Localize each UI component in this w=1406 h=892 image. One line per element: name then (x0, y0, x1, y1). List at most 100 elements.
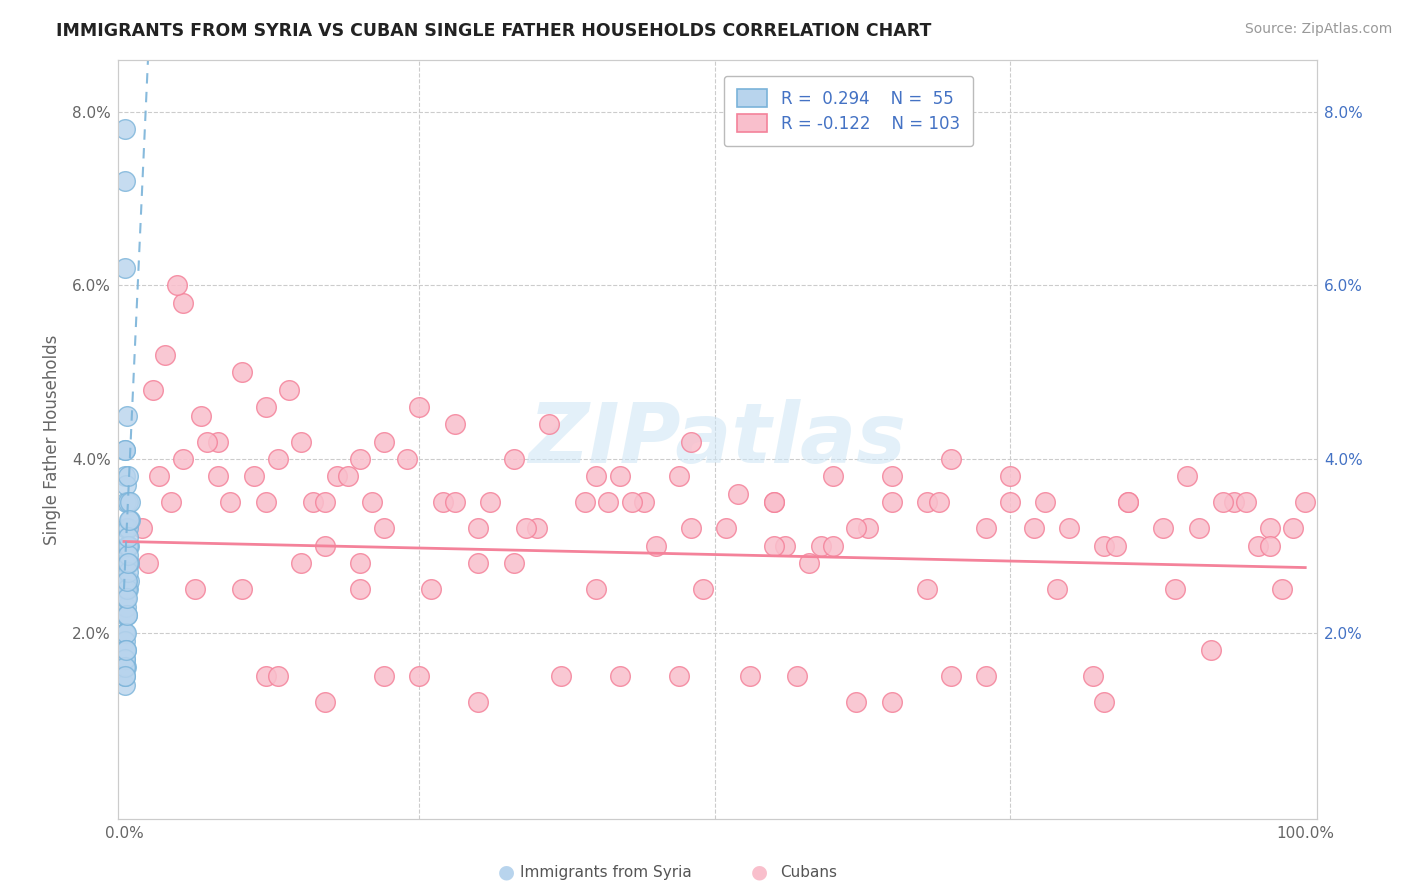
Point (396, 452, 419, 467)
Point (928, 495, 950, 509)
Point (598, 495, 620, 509)
Point (502, 452, 524, 467)
Point (692, 582, 714, 597)
Point (266, 669, 288, 683)
Point (998, 469, 1021, 483)
Point (117, 469, 139, 483)
Point (939, 669, 962, 683)
Point (207, 469, 229, 483)
Point (1057, 521, 1080, 535)
Point (762, 539, 785, 553)
Point (115, 478, 138, 492)
Point (117, 574, 139, 588)
Point (762, 495, 785, 509)
Point (266, 452, 288, 467)
Point (1116, 495, 1139, 509)
Point (585, 469, 607, 483)
Point (856, 521, 879, 535)
Point (349, 452, 371, 467)
Point (142, 383, 165, 397)
Point (620, 495, 643, 509)
Point (117, 556, 139, 570)
Text: ●: ● (498, 863, 515, 882)
Point (114, 660, 136, 674)
Point (1234, 495, 1257, 509)
Point (114, 643, 136, 657)
Point (114, 582, 136, 597)
Point (114, 174, 136, 188)
Point (1116, 495, 1139, 509)
Point (302, 495, 325, 509)
Point (114, 625, 136, 640)
Point (845, 521, 868, 535)
Point (117, 556, 139, 570)
Point (114, 625, 136, 640)
Point (337, 469, 360, 483)
Point (115, 582, 138, 597)
Point (880, 469, 903, 483)
Point (118, 556, 141, 570)
Point (254, 495, 277, 509)
Point (974, 521, 997, 535)
Point (118, 513, 141, 527)
Point (118, 495, 141, 509)
Point (114, 260, 136, 275)
Text: Immigrants from Syria: Immigrants from Syria (520, 865, 692, 880)
Point (679, 521, 702, 535)
Point (1188, 521, 1211, 535)
Point (1035, 495, 1057, 509)
Point (373, 669, 395, 683)
Point (136, 556, 159, 570)
Point (1081, 669, 1104, 683)
Point (114, 599, 136, 614)
Point (550, 669, 572, 683)
Point (443, 495, 465, 509)
Point (1247, 539, 1270, 553)
Point (114, 608, 136, 623)
Point (131, 521, 153, 535)
Point (585, 582, 607, 597)
Point (114, 556, 136, 570)
Point (207, 434, 229, 449)
Point (349, 556, 371, 570)
Point (361, 495, 384, 509)
Point (325, 469, 347, 483)
Point (314, 695, 336, 709)
Point (114, 495, 136, 509)
Point (1175, 469, 1198, 483)
Point (114, 660, 136, 674)
Point (118, 539, 141, 553)
Point (184, 582, 207, 597)
Point (115, 409, 138, 423)
Point (1271, 582, 1294, 597)
Point (443, 417, 465, 432)
Point (115, 574, 138, 588)
Point (254, 669, 277, 683)
Point (1282, 521, 1305, 535)
Point (314, 539, 336, 553)
Point (114, 443, 136, 458)
Point (998, 495, 1021, 509)
Point (160, 495, 183, 509)
Point (195, 434, 218, 449)
Text: Cubans: Cubans (780, 865, 838, 880)
Point (155, 348, 177, 362)
Point (115, 591, 138, 605)
Point (231, 365, 253, 379)
Point (775, 539, 797, 553)
Point (290, 434, 312, 449)
Point (574, 495, 596, 509)
Point (349, 582, 371, 597)
Point (467, 556, 489, 570)
Point (1164, 582, 1187, 597)
Point (762, 495, 785, 509)
Point (114, 443, 136, 458)
Point (373, 521, 395, 535)
Point (1105, 539, 1128, 553)
Text: ZIPatlas: ZIPatlas (529, 399, 907, 480)
Point (1094, 539, 1116, 553)
Point (114, 643, 136, 657)
Point (114, 651, 136, 665)
Point (810, 539, 832, 553)
Point (115, 660, 138, 674)
